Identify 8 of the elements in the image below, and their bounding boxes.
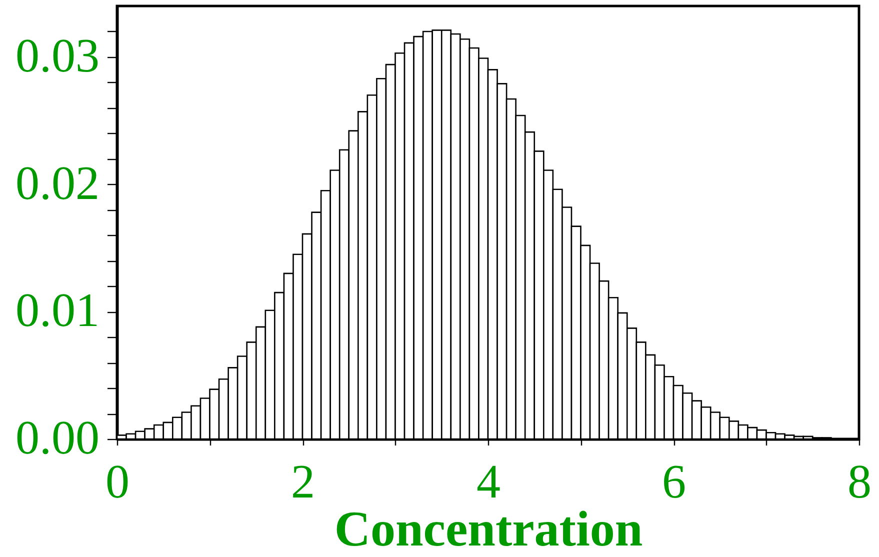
y-tick-label: 0.00: [16, 412, 100, 464]
x-tick-label: 6: [662, 456, 686, 508]
y-tick-label: 0.03: [16, 29, 100, 82]
x-tick-label: 0: [106, 456, 130, 508]
y-tick-label: 0.02: [16, 156, 100, 210]
y-tick-label: 0.01: [16, 284, 100, 338]
x-tick-label: 2: [291, 456, 315, 508]
x-tick-label: 8: [848, 456, 872, 508]
